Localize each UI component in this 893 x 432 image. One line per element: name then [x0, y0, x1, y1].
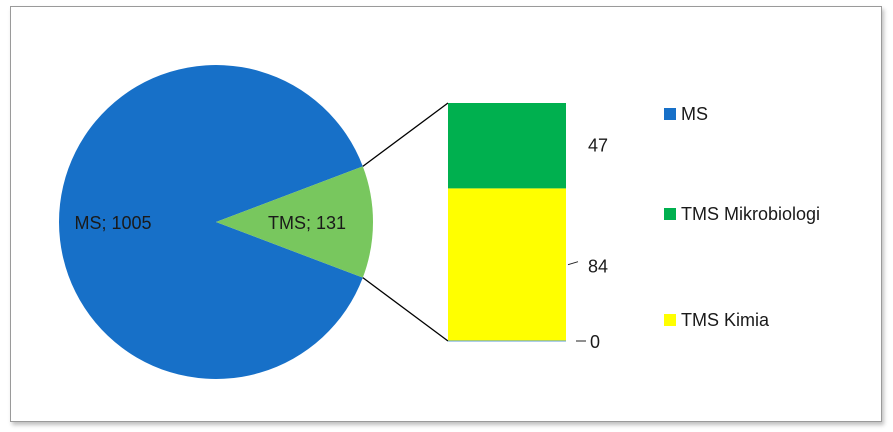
bar-segment-tms-kimia — [448, 188, 566, 341]
bar-layer — [448, 103, 566, 342]
legend-item-tms-mikrobiologi-swatch — [664, 208, 676, 220]
tick-label-84: 84 — [588, 257, 608, 277]
legend: MS TMS Mikrobiologi TMS Kimia — [664, 104, 820, 330]
pie-slice-tms — [216, 166, 373, 278]
pie-layer: MS; 1005 TMS; 131 — [58, 64, 373, 379]
legend-item-ms-label: MS — [681, 104, 708, 124]
legend-item-tms-kimia-swatch — [664, 314, 676, 326]
bar-tick-layer: 0 84 47 — [567, 136, 608, 352]
legend-item-tms-mikrobiologi-label: TMS Mikrobiologi — [681, 204, 820, 224]
connector-bottom — [362, 277, 449, 342]
pie-slice-ms — [58, 64, 363, 379]
tick-label-0: 0 — [590, 332, 600, 352]
pie-label-tms: TMS; 131 — [268, 213, 346, 233]
bar-segment-tms-mikrobiologi — [448, 103, 566, 189]
connector-top — [362, 102, 449, 167]
legend-item-tms-kimia-label: TMS Kimia — [681, 310, 770, 330]
tick-label-47: 47 — [588, 136, 608, 156]
connector-layer — [362, 102, 449, 342]
pie-label-ms: MS; 1005 — [74, 213, 151, 233]
legend-item-ms-swatch — [664, 108, 676, 120]
tick-84 — [567, 261, 579, 266]
